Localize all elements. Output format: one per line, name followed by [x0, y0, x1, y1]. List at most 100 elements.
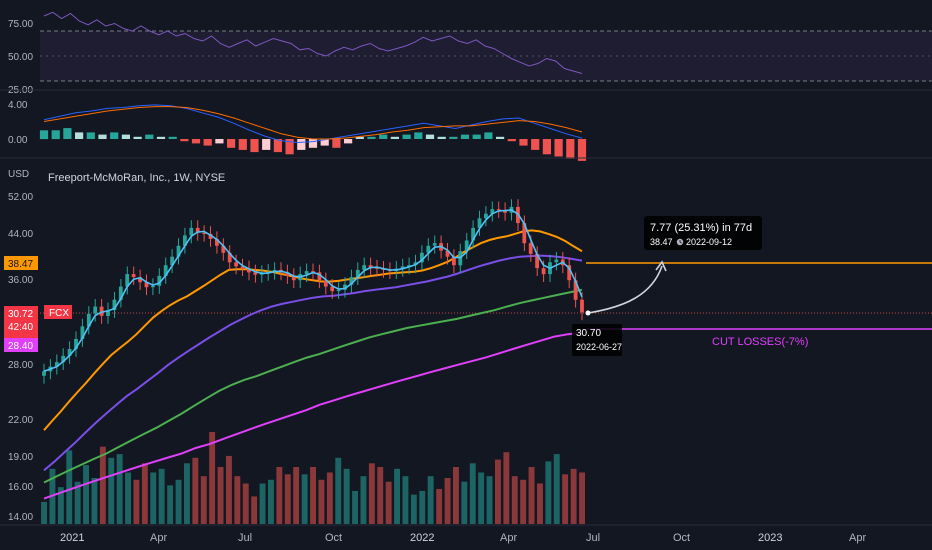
candle-body[interactable]	[573, 280, 578, 300]
time-axis[interactable]: 2021 Apr Jul Oct 2022 Apr Jul Oct 2023 A…	[0, 524, 932, 544]
macd-histogram-bar	[566, 139, 575, 159]
candle-body[interactable]	[445, 250, 450, 257]
macd-histogram	[39, 128, 587, 161]
macd-histogram-bar	[496, 136, 505, 139]
volume-bar	[453, 467, 459, 524]
volume-bar	[158, 468, 165, 524]
candle-body[interactable]	[375, 267, 379, 269]
candle-body[interactable]	[343, 284, 347, 290]
price-panel[interactable]: USD Freeport-McMoRan, Inc., 1W, NYSE 52.…	[4, 169, 932, 524]
candle-body[interactable]	[144, 282, 149, 288]
candle-body[interactable]	[432, 243, 437, 246]
candle-body[interactable]	[221, 245, 226, 253]
macd-histogram-bar	[51, 130, 60, 140]
candle-body[interactable]	[522, 223, 527, 244]
rsi-panel[interactable]: 75.00 50.00 25.00	[8, 11, 932, 96]
candle-body[interactable]	[195, 227, 200, 233]
candle-body[interactable]	[330, 286, 335, 292]
candle-body[interactable]	[291, 275, 296, 281]
projection-start-point[interactable]	[585, 310, 591, 316]
candle-body[interactable]	[99, 306, 104, 316]
candle-body[interactable]	[304, 271, 309, 275]
candle-body[interactable]	[400, 266, 405, 269]
candle-body[interactable]	[86, 313, 91, 327]
candle-body[interactable]	[323, 280, 328, 287]
volume-bar	[410, 494, 417, 524]
candle-body[interactable]	[554, 259, 559, 263]
candle-body[interactable]	[61, 355, 66, 363]
candle-body[interactable]	[112, 299, 117, 311]
candle-body[interactable]	[355, 269, 360, 278]
candle-body[interactable]	[234, 262, 238, 267]
candle-body[interactable]	[471, 227, 475, 241]
candle-body[interactable]	[240, 266, 245, 269]
candle-body[interactable]	[368, 265, 373, 268]
candle-body[interactable]	[426, 245, 431, 253]
candle-body[interactable]	[253, 272, 258, 275]
candle-body[interactable]	[580, 299, 584, 313]
candle-body[interactable]	[189, 227, 194, 236]
candle-body[interactable]	[349, 277, 354, 285]
candle-body[interactable]	[176, 245, 181, 257]
macd-histogram-bar	[75, 132, 84, 139]
cut-losses-badge	[4, 338, 38, 352]
volume-bar	[91, 478, 98, 524]
candle-body[interactable]	[67, 349, 72, 356]
candle-body[interactable]	[336, 289, 341, 292]
volume-bar	[108, 457, 115, 524]
volume-bar	[511, 476, 518, 524]
candle-body[interactable]	[317, 272, 322, 281]
candle-body[interactable]	[170, 256, 174, 266]
candle-body[interactable]	[125, 274, 130, 287]
candle-body[interactable]	[567, 265, 572, 281]
candle-body[interactable]	[247, 268, 251, 273]
volume-bar	[209, 432, 216, 524]
macd-histogram-bar	[121, 134, 130, 139]
candle-body[interactable]	[496, 209, 501, 211]
volume-bar	[318, 479, 325, 524]
candle-body[interactable]	[227, 252, 232, 263]
candle-body[interactable]	[74, 339, 78, 349]
volume-bar	[150, 472, 157, 524]
candle-body[interactable]	[490, 209, 495, 214]
candle-body[interactable]	[208, 233, 213, 239]
candle-body[interactable]	[464, 240, 469, 252]
macd-histogram-bar	[449, 136, 458, 139]
candle-body[interactable]	[484, 213, 488, 219]
candle-body[interactable]	[285, 272, 290, 276]
candle-body[interactable]	[541, 268, 546, 275]
candle-body[interactable]	[42, 371, 46, 376]
macd-panel[interactable]: 4.00 0.00	[8, 100, 587, 161]
macd-histogram-bar	[191, 139, 201, 144]
candle-body[interactable]	[54, 362, 59, 367]
volume-bar	[352, 490, 358, 524]
macd-histogram-bar	[531, 139, 540, 150]
candle-body[interactable]	[407, 265, 411, 267]
candle-body[interactable]	[362, 265, 367, 270]
candle-body[interactable]	[215, 239, 219, 246]
price-tick-label: 19.00	[8, 452, 33, 463]
candle-body[interactable]	[151, 285, 155, 288]
candle-body[interactable]	[266, 271, 270, 273]
candle-body[interactable]	[202, 232, 206, 234]
candle-body[interactable]	[106, 310, 110, 316]
candle-body[interactable]	[477, 218, 482, 228]
candle-body[interactable]	[157, 275, 162, 286]
candle-body[interactable]	[535, 253, 539, 269]
time-axis-label: 2022	[410, 532, 434, 544]
time-axis-label: 2023	[758, 532, 782, 544]
candle-body[interactable]	[183, 235, 187, 246]
candle-body[interactable]	[163, 265, 168, 276]
candle-body[interactable]	[80, 326, 85, 339]
candle-body[interactable]	[452, 256, 456, 266]
price-axis: 52.00 44.00 36.00 28.00 22.00 19.00 16.0…	[8, 192, 33, 523]
price-tick-label: 44.00	[8, 229, 33, 240]
current-point-price: 30.70	[576, 328, 601, 339]
candle-body[interactable]	[93, 306, 98, 314]
candle-body[interactable]	[420, 252, 424, 263]
candle-body[interactable]	[138, 277, 142, 283]
candle-body[interactable]	[131, 274, 136, 278]
candle-body[interactable]	[528, 243, 533, 254]
candle-body[interactable]	[118, 286, 123, 300]
